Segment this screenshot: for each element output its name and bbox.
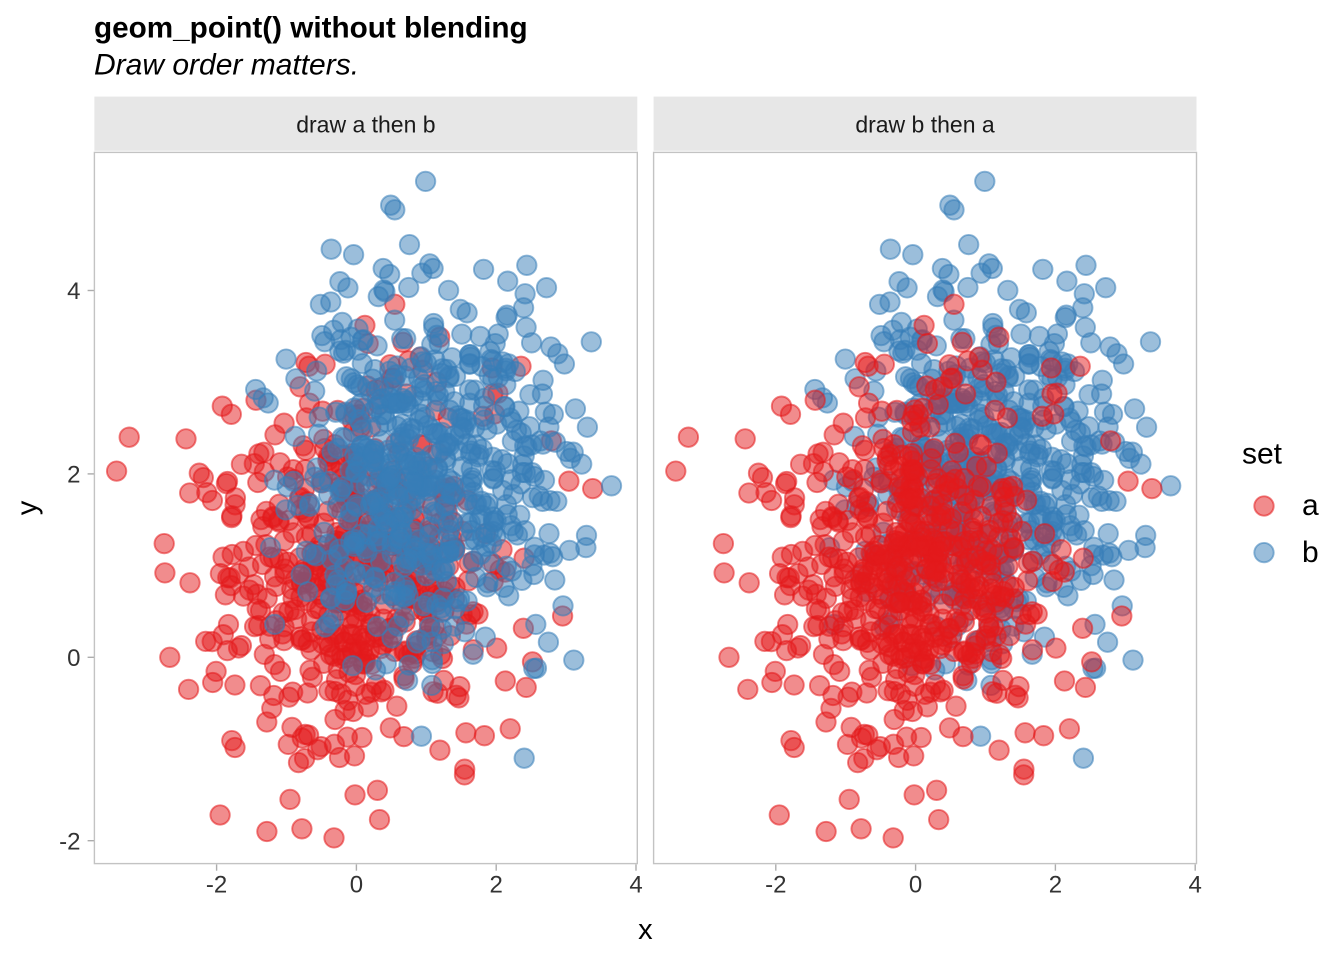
- svg-text:draw b then a: draw b then a: [855, 112, 995, 138]
- svg-text:4: 4: [1189, 872, 1202, 899]
- svg-text:set: set: [1242, 438, 1283, 471]
- svg-text:draw a then b: draw a then b: [296, 112, 435, 138]
- svg-text:-2: -2: [206, 872, 227, 899]
- svg-text:geom_point() without blending: geom_point() without blending: [94, 12, 528, 45]
- svg-text:0: 0: [909, 872, 922, 899]
- svg-text:x: x: [638, 914, 653, 946]
- svg-text:0: 0: [67, 645, 80, 672]
- svg-text:2: 2: [67, 462, 80, 489]
- svg-text:-2: -2: [765, 872, 786, 899]
- svg-text:y: y: [11, 500, 43, 515]
- svg-text:4: 4: [629, 872, 642, 899]
- svg-text:a: a: [1302, 489, 1319, 522]
- svg-text:b: b: [1302, 536, 1319, 569]
- svg-text:2: 2: [490, 872, 503, 899]
- svg-text:0: 0: [350, 872, 363, 899]
- svg-text:2: 2: [1049, 872, 1062, 899]
- svg-text:Draw order matters.: Draw order matters.: [94, 49, 359, 82]
- svg-text:-2: -2: [59, 828, 80, 855]
- svg-text:4: 4: [67, 278, 80, 305]
